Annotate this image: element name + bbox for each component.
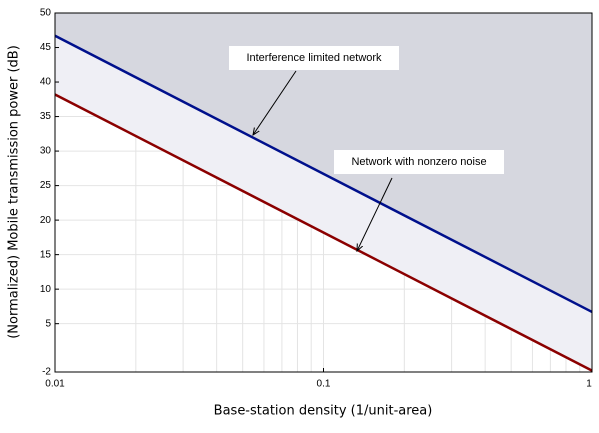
annotation: Network with nonzero noise (351, 156, 486, 168)
x-tick-label: 0.01 (45, 379, 65, 390)
y-tick-label: 40 (40, 77, 52, 88)
y-tick-label: -2 (42, 367, 51, 378)
annotation-arrow (357, 177, 393, 251)
x-axis-label: Base-station density (1/unit-area) (214, 404, 433, 419)
upper-region (55, 13, 592, 312)
annotation-arrow (253, 70, 297, 135)
y-tick-label: 45 (40, 42, 52, 53)
x-tick-label: 0.1 (317, 379, 331, 390)
y-tick-label: 20 (40, 215, 52, 226)
y-tick-label: 30 (40, 146, 52, 157)
y-tick-label: 5 (45, 318, 51, 329)
x-tick-label: 1 (586, 379, 592, 390)
annotation: Interference limited network (246, 52, 382, 64)
annotation-box (229, 46, 399, 70)
y-tick-label: 15 (40, 249, 52, 260)
y-tick-label: 35 (40, 111, 52, 122)
y-tick-label: 25 (40, 180, 52, 191)
band-region (55, 35, 592, 371)
line (54, 93, 593, 372)
y-axis-label: (Normalized) Mobile transmission power (… (7, 45, 22, 339)
y-tick-label: 10 (40, 284, 52, 295)
annotation-box (334, 150, 504, 174)
line (54, 34, 593, 314)
y-tick-label: 50 (40, 8, 52, 19)
